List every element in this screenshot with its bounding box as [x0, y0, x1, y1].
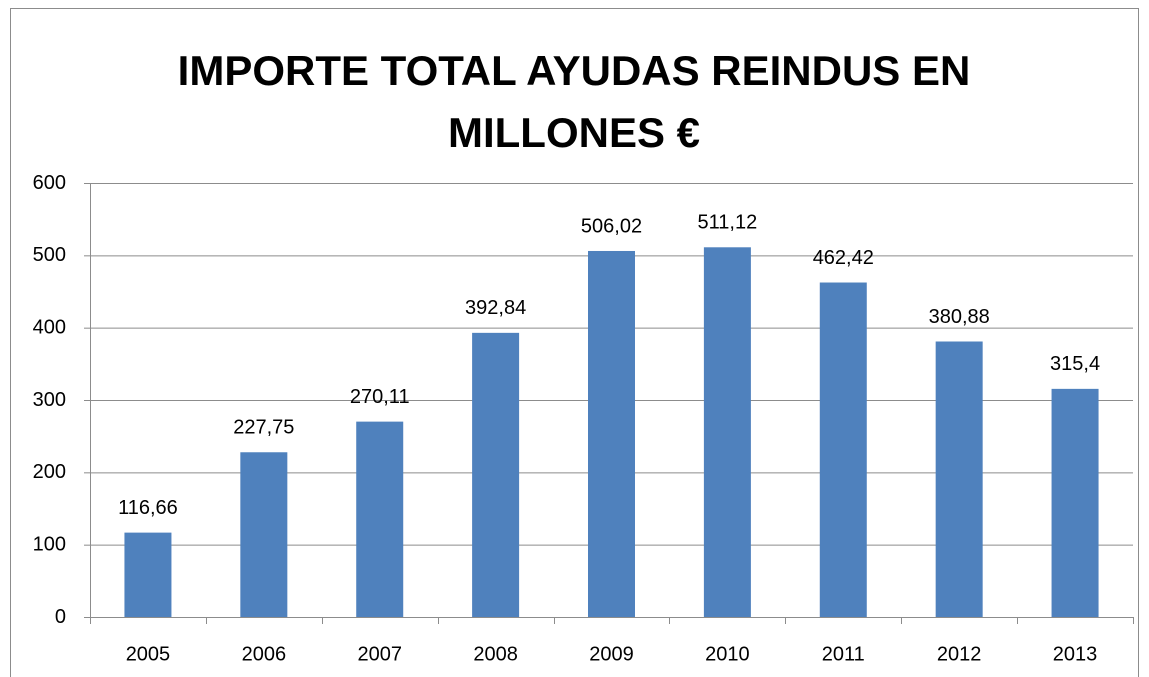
bar	[1051, 388, 1099, 617]
value-label: 462,42	[813, 247, 874, 269]
bar	[240, 452, 288, 617]
value-label: 116,66	[118, 497, 178, 519]
value-label: 506,02	[581, 215, 642, 237]
chart-title: IMPORTE TOTAL AYUDAS REINDUS EN MILLONES…	[177, 47, 971, 156]
value-label: 270,11	[350, 386, 410, 408]
value-label: 227,75	[233, 417, 294, 439]
bar	[935, 341, 983, 617]
y-tick-label: 0	[55, 606, 66, 628]
value-label: 511,12	[698, 212, 758, 234]
y-tick-label: 100	[33, 533, 66, 555]
bar	[819, 282, 867, 617]
bar	[703, 247, 751, 618]
bar	[356, 421, 404, 617]
bar	[588, 250, 635, 617]
x-tick-label: 2009	[589, 643, 634, 665]
y-tick-label: 300	[33, 389, 66, 411]
x-tick-label: 2011	[822, 643, 865, 665]
x-tick-label: 2008	[473, 643, 518, 665]
bar	[472, 332, 520, 617]
value-label: 315,4	[1050, 353, 1100, 375]
y-tick-label: 500	[33, 244, 66, 266]
x-tick-label: 2010	[705, 643, 750, 665]
x-tick-label: 2006	[242, 643, 287, 665]
y-tick-label: 600	[33, 172, 66, 194]
value-label: 380,88	[929, 306, 990, 328]
value-label: 392,84	[465, 297, 526, 319]
x-tick-label: 2007	[357, 643, 402, 665]
x-tick-label: 2012	[937, 643, 982, 665]
x-tick-label: 2013	[1053, 643, 1098, 665]
y-tick-label: 400	[33, 316, 66, 338]
bar	[124, 532, 172, 617]
y-tick-label: 200	[33, 461, 66, 483]
x-tick-label: 2005	[126, 643, 171, 665]
